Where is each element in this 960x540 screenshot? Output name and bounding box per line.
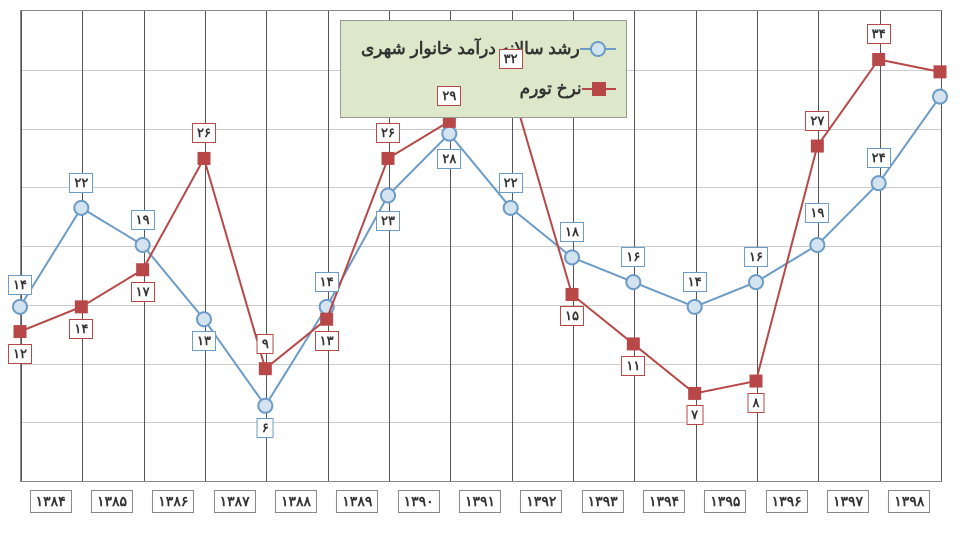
marker-income_growth (626, 275, 640, 289)
data-label-inflation: ۱۳ (315, 331, 339, 351)
marker-inflation (750, 375, 762, 387)
x-axis-label: ۱۳۸۵ (91, 490, 133, 513)
x-axis-label: ۱۳۸۷ (214, 490, 256, 513)
data-label-income_growth: ۱۶ (621, 247, 645, 267)
marker-income_growth (442, 127, 456, 141)
series-line-income_growth (20, 97, 940, 406)
data-label-inflation: ۳۲ (499, 49, 523, 69)
marker-income_growth (688, 300, 702, 314)
data-label-income_growth: ۱۴ (8, 275, 32, 295)
legend-item-inflation: نرخ تورم (357, 69, 610, 109)
data-label-inflation: ۲۷ (805, 111, 829, 131)
marker-income_growth (810, 238, 824, 252)
data-label-inflation: ۱۵ (560, 306, 584, 326)
marker-income_growth (933, 90, 947, 104)
square-marker-icon (592, 82, 606, 96)
data-label-income_growth: ۲۳ (376, 211, 400, 231)
marker-income_growth (872, 176, 886, 190)
marker-inflation (137, 264, 149, 276)
x-axis-label: ۱۳۹۰ (398, 490, 440, 513)
marker-income_growth (749, 275, 763, 289)
data-label-inflation: ۳۴ (867, 24, 891, 44)
marker-income_growth (136, 238, 150, 252)
data-label-inflation: ۱۷ (131, 282, 155, 302)
marker-income_growth (197, 312, 211, 326)
data-label-income_growth: ۱۹ (131, 210, 155, 230)
marker-inflation (321, 313, 333, 325)
x-axis-label: ۱۳۹۲ (520, 490, 562, 513)
data-label-income_growth: ۲۴ (867, 148, 891, 168)
marker-income_growth (565, 250, 579, 264)
legend: رشد سالانه درآمد خانوار شهری نرخ تورم (340, 20, 627, 118)
data-label-inflation: ۱۴ (69, 319, 93, 339)
x-axis-label: ۱۳۹۷ (827, 490, 869, 513)
marker-inflation (566, 288, 578, 300)
x-axis-label: ۱۳۸۶ (152, 490, 194, 513)
chart-container: رشد سالانه درآمد خانوار شهری نرخ تورم ۱۳… (0, 0, 960, 540)
marker-inflation (75, 301, 87, 313)
marker-income_growth (381, 189, 395, 203)
data-label-income_growth: ۶ (257, 418, 274, 438)
marker-inflation (259, 363, 271, 375)
x-axis-label: ۱۳۹۶ (766, 490, 808, 513)
x-axis-label: ۱۳۸۹ (336, 490, 378, 513)
x-axis-label: ۱۳۹۳ (582, 490, 624, 513)
x-axis-label: ۱۳۹۸ (888, 490, 930, 513)
marker-inflation (382, 152, 394, 164)
circle-marker-icon (590, 41, 606, 57)
x-axis-label: ۱۳۹۵ (704, 490, 746, 513)
marker-inflation (198, 152, 210, 164)
data-label-income_growth: ۱۴ (315, 272, 339, 292)
data-label-inflation: ۱۱ (621, 356, 645, 376)
marker-income_growth (258, 399, 272, 413)
legend-label: رشد سالانه درآمد خانوار شهری (361, 39, 580, 59)
data-label-inflation: ۱۲ (8, 344, 32, 364)
marker-inflation (811, 140, 823, 152)
data-label-income_growth: ۲۸ (437, 149, 461, 169)
x-axis-label: ۱۳۸۸ (275, 490, 317, 513)
x-axis-label: ۱۳۹۱ (459, 490, 501, 513)
gridline-v (941, 11, 942, 481)
data-label-income_growth: ۱۸ (560, 222, 584, 242)
data-label-inflation: ۲۹ (437, 86, 461, 106)
data-label-inflation: ۹ (257, 334, 274, 354)
data-label-income_growth: ۱۶ (744, 247, 768, 267)
data-label-income_growth: ۱۹ (805, 203, 829, 223)
x-axis-label: ۱۳۹۴ (643, 490, 685, 513)
data-label-inflation: ۸ (748, 393, 765, 413)
data-label-inflation: ۲۶ (376, 123, 400, 143)
marker-income_growth (504, 201, 518, 215)
marker-inflation (627, 338, 639, 350)
data-label-income_growth: ۲۲ (499, 173, 523, 193)
data-label-income_growth: ۱۳ (192, 331, 216, 351)
marker-income_growth (13, 300, 27, 314)
data-label-income_growth: ۲۲ (69, 173, 93, 193)
marker-inflation (934, 66, 946, 78)
data-label-income_growth: ۱۴ (683, 272, 707, 292)
legend-label: نرخ تورم (520, 79, 582, 99)
x-axis-label: ۱۳۸۴ (30, 490, 72, 513)
marker-inflation (14, 326, 26, 338)
legend-item-income: رشد سالانه درآمد خانوار شهری (357, 29, 610, 69)
marker-income_growth (74, 201, 88, 215)
data-label-inflation: ۲۶ (192, 123, 216, 143)
marker-inflation (689, 387, 701, 399)
marker-inflation (873, 53, 885, 65)
data-label-inflation: ۷ (686, 405, 703, 425)
